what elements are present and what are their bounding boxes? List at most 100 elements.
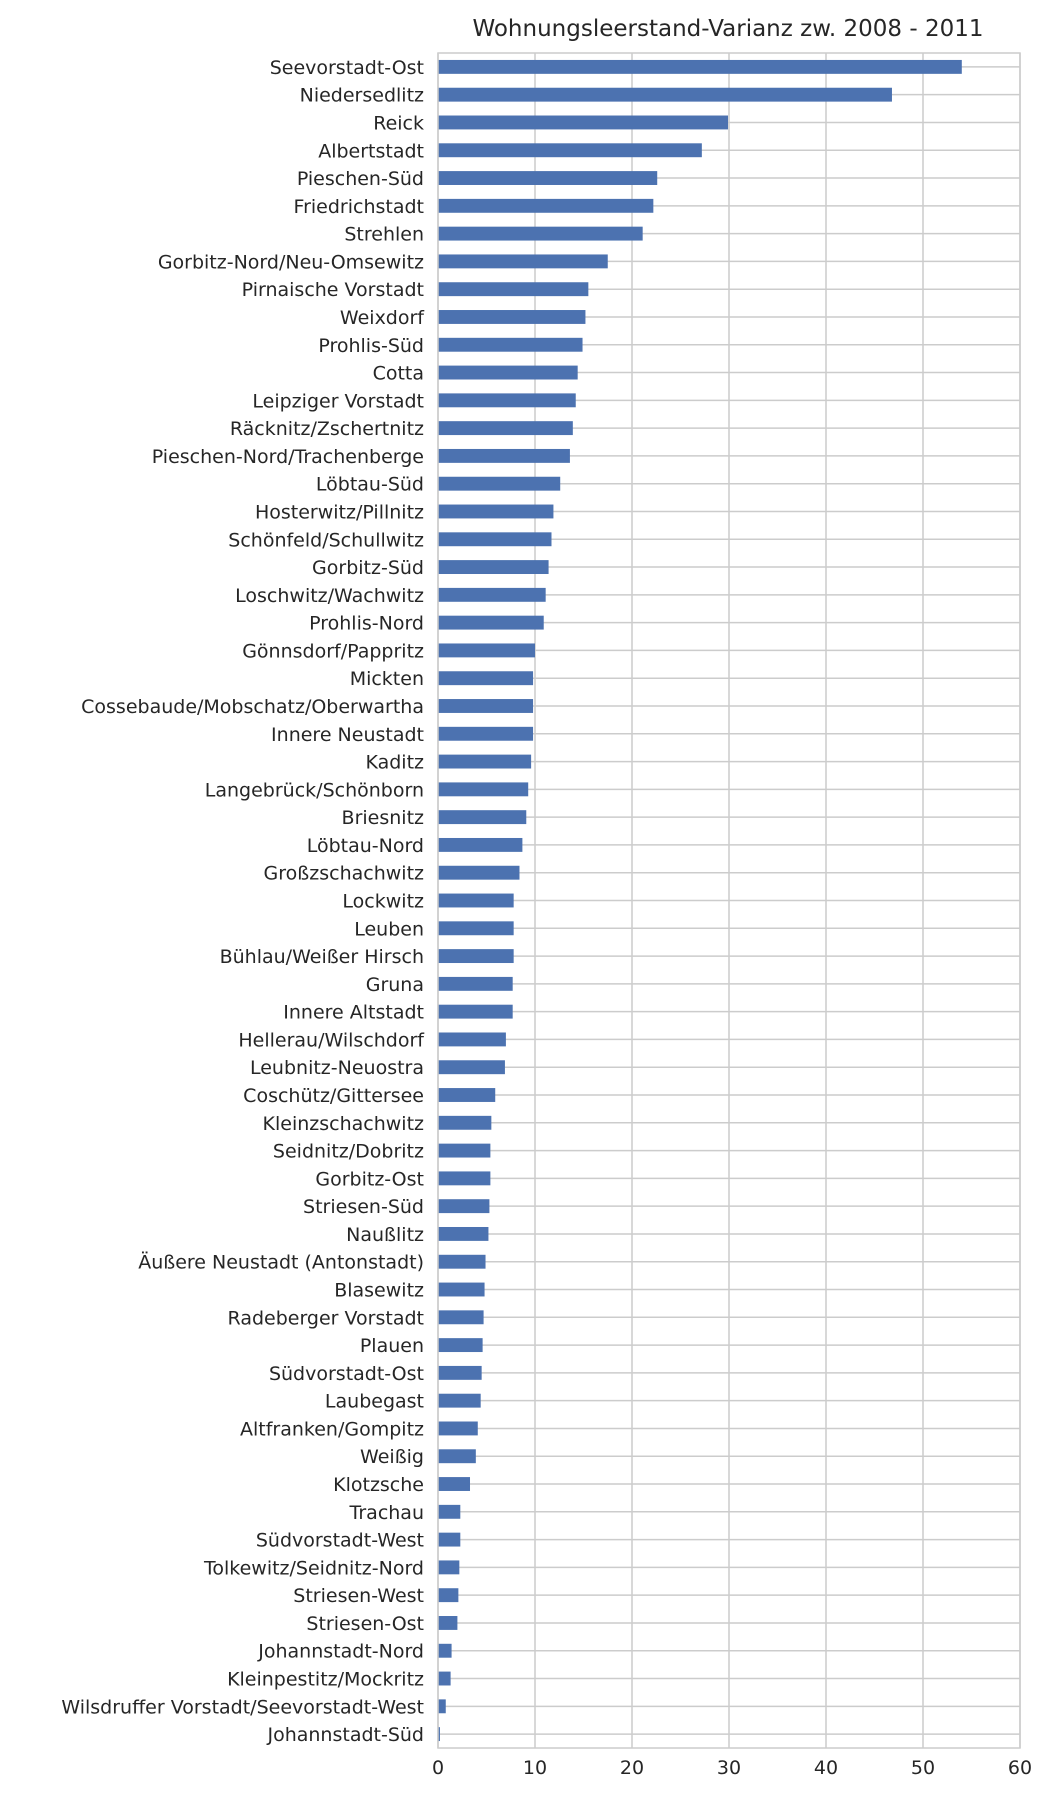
bar bbox=[438, 1004, 513, 1019]
bar bbox=[438, 1504, 461, 1519]
category-label: Plauen bbox=[360, 1335, 424, 1357]
bar bbox=[438, 949, 514, 964]
category-label: Weixdorf bbox=[340, 307, 425, 329]
bar bbox=[438, 726, 534, 741]
bar bbox=[438, 782, 529, 797]
bar bbox=[438, 754, 532, 769]
bar bbox=[438, 1310, 484, 1325]
category-label: Striesen-West bbox=[293, 1585, 424, 1607]
category-label: Pieschen-Süd bbox=[297, 168, 424, 190]
x-tick-label: 60 bbox=[1008, 1757, 1032, 1779]
bar bbox=[438, 504, 554, 519]
category-label: Wilsdruffer Vorstadt/Seevorstadt-West bbox=[61, 1696, 424, 1718]
bar bbox=[438, 282, 589, 297]
bar bbox=[438, 837, 523, 852]
bar bbox=[438, 1199, 490, 1214]
category-label: Gönnsdorf/Pappritz bbox=[242, 640, 424, 662]
bar bbox=[438, 87, 892, 102]
bar bbox=[438, 1643, 452, 1658]
plot-frame bbox=[437, 52, 1021, 1749]
bar bbox=[438, 587, 546, 602]
bar bbox=[438, 1338, 483, 1353]
category-label: Striesen-Süd bbox=[303, 1196, 424, 1218]
bar bbox=[438, 476, 561, 491]
bar bbox=[438, 448, 570, 463]
bar bbox=[438, 1088, 496, 1102]
x-tick-label: 30 bbox=[717, 1757, 741, 1779]
category-label: Kleinzschachwitz bbox=[263, 1113, 425, 1135]
category-label: Loschwitz/Wachwitz bbox=[235, 585, 424, 607]
bar bbox=[438, 1143, 491, 1158]
bar bbox=[438, 532, 552, 547]
category-label: Gorbitz-Ost bbox=[315, 1168, 424, 1190]
category-label: Mickten bbox=[350, 668, 424, 690]
bar bbox=[438, 1421, 478, 1436]
bar bbox=[438, 893, 514, 908]
category-label: Strehlen bbox=[344, 224, 424, 246]
bar bbox=[438, 310, 586, 324]
bar bbox=[438, 1060, 505, 1075]
category-label: Klotzsche bbox=[333, 1474, 424, 1496]
category-label: Pirnaische Vorstadt bbox=[242, 279, 424, 301]
category-label: Südvorstadt-West bbox=[256, 1530, 424, 1552]
bar bbox=[438, 615, 544, 630]
category-label: Hellerau/Wilschdorf bbox=[238, 1029, 425, 1051]
category-label: Reick bbox=[373, 112, 424, 134]
category-label: Striesen-Ost bbox=[306, 1613, 424, 1635]
category-label: Johannstadt-Nord bbox=[257, 1641, 424, 1663]
bar bbox=[438, 560, 549, 575]
bar bbox=[438, 1727, 440, 1742]
x-tick-label: 10 bbox=[523, 1757, 547, 1779]
category-label: Cotta bbox=[373, 363, 424, 385]
bar bbox=[438, 1532, 461, 1547]
category-label: Langebrück/Schönborn bbox=[205, 779, 424, 801]
category-label: Löbtau-Nord bbox=[307, 835, 424, 857]
x-axis-ticks: 0 10 20 30 40 50 60 bbox=[432, 1757, 1032, 1779]
bar bbox=[438, 1449, 476, 1464]
category-label: Cossebaude/Mobschatz/Oberwartha bbox=[81, 696, 424, 718]
category-label: Seidnitz/Dobritz bbox=[273, 1141, 424, 1163]
x-tick-label: 0 bbox=[432, 1757, 444, 1779]
category-labels: Seevorstadt-Ost Niedersedlitz Reick Alberts… bbox=[61, 57, 425, 1746]
bar bbox=[438, 1588, 459, 1603]
category-label: Gorbitz-Süd bbox=[312, 557, 424, 579]
bar bbox=[438, 699, 534, 713]
category-label: Briesnitz bbox=[342, 807, 424, 829]
category-label: Prohlis-Süd bbox=[318, 335, 424, 357]
category-label: Coschütz/Gittersee bbox=[243, 1085, 424, 1107]
bar bbox=[438, 337, 583, 352]
category-label: Leubnitz-Neuostra bbox=[250, 1057, 424, 1079]
category-label: Leipziger Vorstadt bbox=[252, 390, 424, 412]
bar bbox=[438, 921, 514, 936]
bar bbox=[438, 421, 573, 436]
category-label: Albertstadt bbox=[318, 140, 424, 162]
x-tick-label: 20 bbox=[620, 1757, 644, 1779]
category-label: Innere Altstadt bbox=[283, 1002, 424, 1024]
bar bbox=[438, 1699, 446, 1714]
bar bbox=[438, 810, 527, 825]
bar bbox=[438, 643, 535, 658]
bar bbox=[438, 198, 654, 213]
bar bbox=[438, 1254, 486, 1269]
bar bbox=[438, 1032, 506, 1047]
category-label: Löbtau-Süd bbox=[316, 474, 424, 496]
category-label: Kaditz bbox=[365, 752, 424, 774]
category-label: Lockwitz bbox=[342, 891, 424, 913]
category-label: Radeberger Vorstadt bbox=[228, 1307, 424, 1329]
category-label: Großzschachwitz bbox=[264, 863, 424, 885]
bar bbox=[438, 1115, 492, 1130]
category-label: Weißig bbox=[360, 1446, 424, 1468]
bar-layer bbox=[437, 57, 962, 1744]
bar bbox=[438, 671, 534, 686]
category-label: Friedrichstadt bbox=[294, 196, 424, 218]
x-tick-label: 50 bbox=[911, 1757, 935, 1779]
category-label: Räcknitz/Zschertnitz bbox=[230, 418, 424, 440]
category-label: Blasewitz bbox=[334, 1280, 424, 1302]
bar bbox=[438, 1226, 489, 1241]
bar bbox=[438, 1560, 460, 1575]
bar bbox=[438, 1282, 485, 1297]
category-label: Gorbitz-Nord/Neu-Omsewitz bbox=[158, 251, 424, 273]
category-label: Bühlau/Weißer Hirsch bbox=[220, 946, 424, 968]
